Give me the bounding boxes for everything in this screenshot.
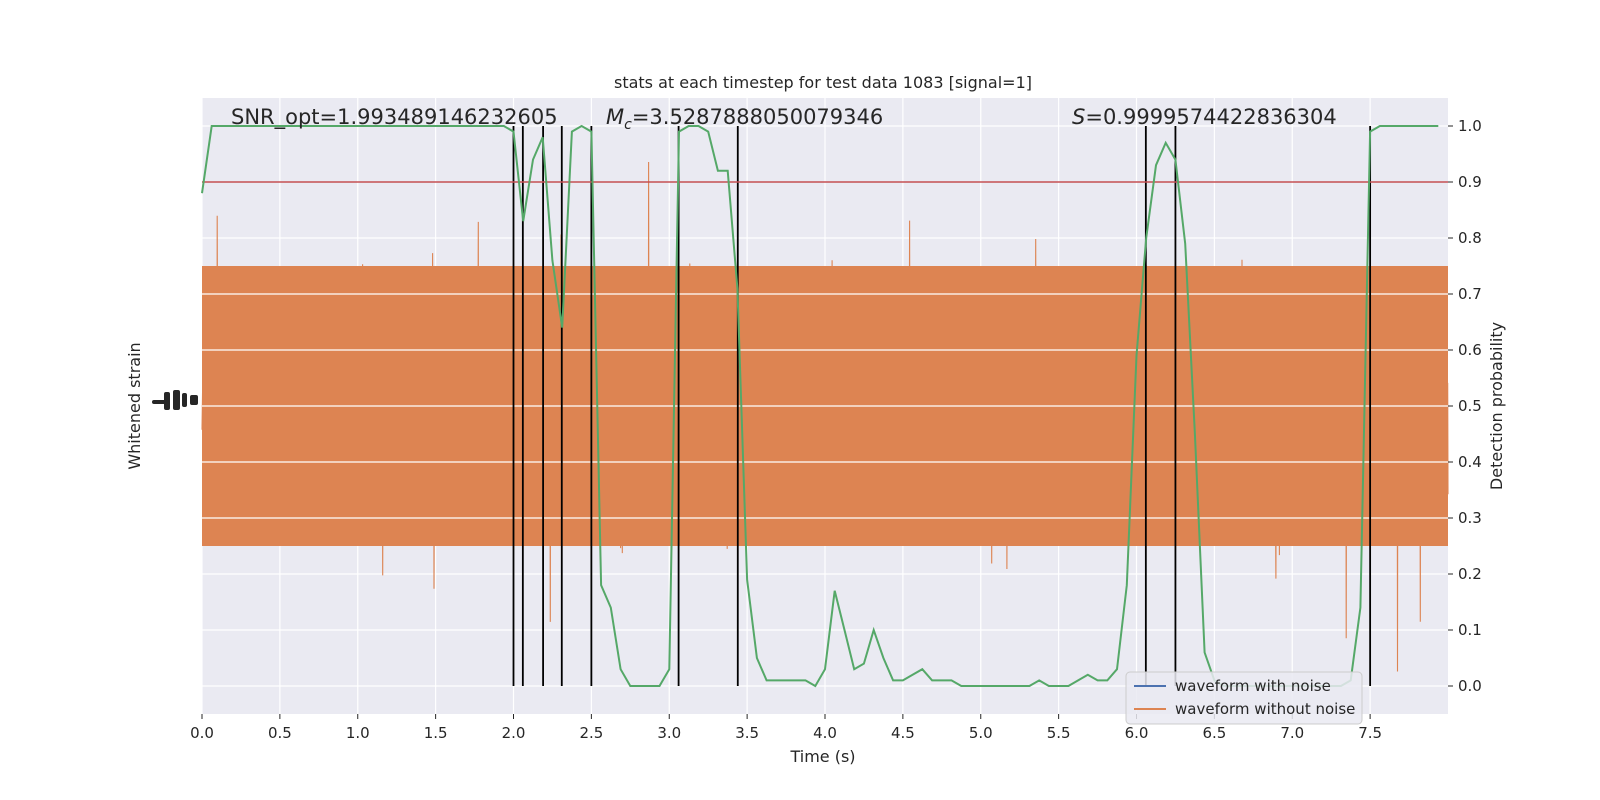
left-tick-blob-1 xyxy=(164,392,170,410)
chart-title: stats at each timestep for test data 108… xyxy=(614,73,1032,92)
y-tick-label-4: 0.4 xyxy=(1458,453,1482,471)
y-axis-label-right: Detection probability xyxy=(1487,322,1506,490)
x-tick-label-3: 1.5 xyxy=(424,724,448,742)
y-tick-label-6: 0.6 xyxy=(1458,341,1482,359)
y-tick-label-3: 0.3 xyxy=(1458,509,1482,527)
x-tick-label-13: 6.5 xyxy=(1202,724,1226,742)
left-tick-blob-2 xyxy=(173,390,180,410)
y-tick-label-0: 0.0 xyxy=(1458,677,1482,695)
y-right-ticks: 0.0 0.1 0.2 0.3 0.4 0.5 0.6 0.7 0.8 0.9 1.0 xyxy=(1448,117,1482,695)
x-tick-label-5: 2.5 xyxy=(579,724,603,742)
x-tick-label-10: 5.0 xyxy=(969,724,993,742)
legend: waveform with noise waveform without noi… xyxy=(1125,671,1363,725)
left-tick-blob-0 xyxy=(152,400,166,404)
x-tick-label-1: 0.5 xyxy=(268,724,292,742)
legend-box xyxy=(1125,671,1363,725)
detection-lines xyxy=(512,126,1372,686)
legend-label-clean: waveform without noise xyxy=(1175,700,1355,718)
annotation-snr: SNR_opt=1.993489146232605 xyxy=(231,105,558,130)
y-tick-label-10: 1.0 xyxy=(1458,117,1482,135)
left-tick-blob-4 xyxy=(190,395,198,405)
annotation-chirp-mass: Mc=3.5287888050079346 xyxy=(606,105,883,133)
x-tick-label-15: 7.5 xyxy=(1358,724,1382,742)
x-tick-label-9: 4.5 xyxy=(891,724,915,742)
left-axis-ticks xyxy=(152,390,198,410)
y-tick-label-8: 0.8 xyxy=(1458,229,1482,247)
x-tick-label-8: 4.0 xyxy=(813,724,837,742)
left-tick-blob-3 xyxy=(182,393,187,407)
x-tick-label-14: 7.0 xyxy=(1280,724,1304,742)
legend-label-noise: waveform with noise xyxy=(1175,677,1331,695)
x-tick-label-6: 3.0 xyxy=(657,724,681,742)
x-ticks: 0.0 0.5 1.0 1.5 2.0 2.5 3.0 3.5 4.0 4.5 5.0 5.5 6.0 6… xyxy=(190,714,1382,742)
x-tick-label-2: 1.0 xyxy=(346,724,370,742)
x-axis-label: Time (s) xyxy=(789,747,855,766)
strain-trace xyxy=(201,161,1449,672)
y-tick-label-1: 0.1 xyxy=(1458,621,1482,639)
y-tick-label-7: 0.7 xyxy=(1458,285,1482,303)
x-tick-label-4: 2.0 xyxy=(502,724,526,742)
y-tick-label-5: 0.5 xyxy=(1458,397,1482,415)
y-axis-label-left: Whitened strain xyxy=(125,342,144,469)
x-tick-label-7: 3.5 xyxy=(735,724,759,742)
y-tick-label-2: 0.2 xyxy=(1458,565,1482,583)
x-tick-label-0: 0.0 xyxy=(190,724,214,742)
x-tick-label-11: 5.5 xyxy=(1047,724,1071,742)
x-tick-label-12: 6.0 xyxy=(1125,724,1149,742)
y-tick-label-9: 0.9 xyxy=(1458,173,1482,191)
annotation-score: S=0.9999574422836304 xyxy=(1072,105,1337,129)
